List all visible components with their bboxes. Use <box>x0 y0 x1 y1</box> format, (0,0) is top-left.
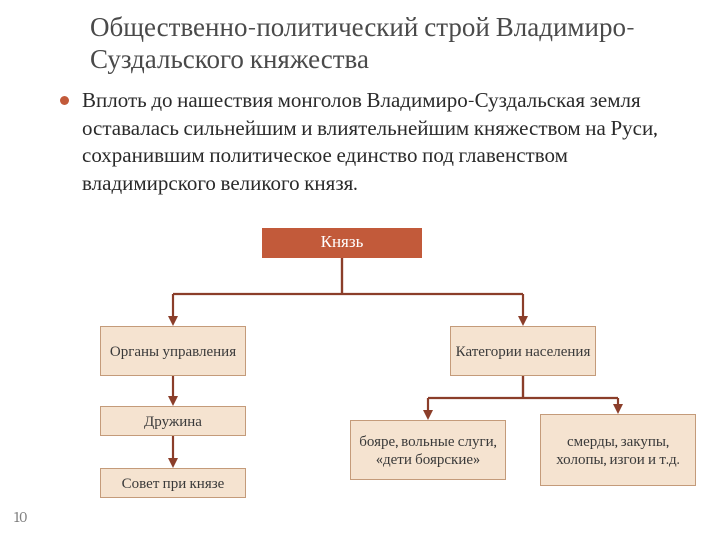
slide-title: Общественно-политический строй Владимиро… <box>90 12 650 76</box>
node-root: Князь <box>262 228 422 258</box>
node-kategorii: Категории населения <box>450 326 596 376</box>
node-sovet: Совет при князе <box>100 468 246 498</box>
node-label: Органы управления <box>110 342 236 360</box>
bullet-item: Вплоть до нашествия монголов Владимиро-С… <box>60 88 680 199</box>
node-smerdy: смерды, закупы, холопы, изгои и т.д. <box>540 414 696 486</box>
node-organy-upravleniya: Органы управления <box>100 326 246 376</box>
node-label: смерды, закупы, холопы, изгои и т.д. <box>541 432 695 468</box>
node-label: Совет при князе <box>122 474 225 492</box>
bullet-icon <box>60 96 69 105</box>
node-label: Князь <box>321 233 364 253</box>
slide: Общественно-политический строй Владимиро… <box>0 0 720 540</box>
node-label: Дружина <box>144 412 202 430</box>
node-druzhina: Дружина <box>100 406 246 436</box>
node-label: Категории населения <box>456 342 591 360</box>
node-label: бояре, вольные слуги, «дети боярские» <box>351 432 505 468</box>
bullet-text: Вплоть до нашествия монголов Владимиро-С… <box>82 88 680 199</box>
page-number: 10 <box>14 508 27 526</box>
node-boyare: бояре, вольные слуги, «дети боярские» <box>350 420 506 480</box>
